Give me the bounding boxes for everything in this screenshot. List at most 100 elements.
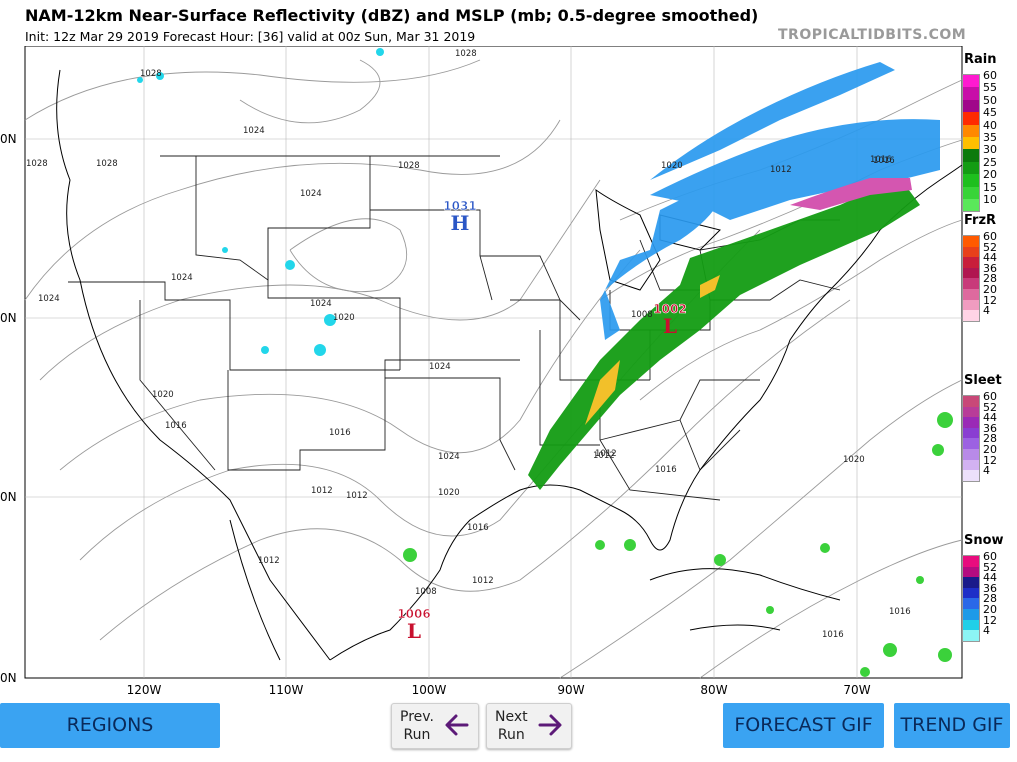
site-credit[interactable]: TROPICALTIDBITS.COM [778, 27, 967, 43]
legend-title: Sleet [964, 373, 1002, 388]
isobar-label: 1016 [655, 465, 677, 475]
legend-tick-label: 35 [983, 131, 997, 144]
legend-swatch [963, 427, 979, 439]
lat-label: 0N [0, 132, 17, 146]
lon-label: 110W [268, 683, 304, 697]
legend-tick-label: 4 [983, 304, 990, 318]
isobar-labels: 1028102410281024102410281024102010161016… [26, 49, 911, 640]
isobar-label: 1012 [258, 556, 280, 566]
legend-swatch [963, 246, 979, 258]
legend-tick-label: 50 [983, 93, 997, 107]
forecast-gif-button-label: FORECAST GIF [734, 714, 873, 736]
legend-tick-label: 28 [983, 272, 997, 286]
legend-tick-label: 44 [983, 571, 997, 585]
legend-swatch [963, 438, 979, 449]
arrow-left-icon [445, 714, 469, 736]
isobar-label: 1012 [311, 486, 333, 496]
legend-swatch [963, 236, 979, 247]
legend-tick-label: 25 [983, 155, 997, 169]
legend-title: FrzR [964, 213, 997, 228]
lon-label: 90W [557, 683, 585, 697]
legend-color-scale [962, 235, 980, 322]
isobar-label: 1016 [329, 428, 351, 438]
legend-swatch [963, 267, 979, 279]
legend-tick-label: 36 [983, 421, 997, 435]
isobar-label: 1008 [631, 310, 653, 320]
isobar-label: 1016 [467, 523, 489, 533]
pressure-center-letter: H [451, 211, 470, 235]
forecast-gif-button[interactable]: FORECAST GIF [723, 703, 884, 748]
legend-tick-label: 60 [983, 230, 997, 243]
legend-tick-label: 4 [983, 464, 990, 478]
isobar-label: 1016 [889, 607, 911, 617]
legend-tick-label: 44 [983, 251, 997, 265]
legend-tick-label: 12 [983, 453, 997, 467]
trend-gif-button-label: TREND GIF [900, 714, 1004, 736]
lon-label: 70W [843, 683, 871, 697]
legend-tick-label: 4 [983, 624, 990, 638]
legend-swatch [963, 288, 979, 300]
next-run-button[interactable]: Next Run [486, 703, 572, 749]
isobar-label: 1024 [38, 294, 60, 304]
precip-mix [790, 178, 912, 210]
isobar-label: 1020 [152, 390, 174, 400]
legend-swatch [963, 619, 979, 631]
isobar-label: 1016 [870, 155, 892, 165]
next-run-label-line1: Next [495, 709, 528, 725]
legend-swatch [963, 99, 979, 113]
isobar-label: 1012 [593, 451, 615, 461]
pressure-center-value: 1002 [653, 302, 686, 316]
legend-swatch [963, 406, 979, 418]
legend-tick-label: 12 [983, 293, 997, 307]
legend-color-scale [962, 395, 980, 482]
legend-swatch [963, 75, 979, 88]
legend-swatch [963, 587, 979, 599]
lon-label: 80W [700, 683, 728, 697]
prev-run-label-line2: Run [403, 727, 431, 743]
pressure-center-letter: L [663, 314, 677, 338]
isobar-label: 1024 [429, 362, 451, 372]
isobar-label: 1012 [595, 449, 617, 459]
legend-swatch [963, 417, 979, 428]
legend-swatch [963, 630, 979, 641]
legend-swatch [963, 149, 979, 162]
legend-tick-label: 52 [983, 240, 997, 254]
legend-swatch [963, 299, 979, 311]
isobar-label: 1020 [661, 161, 683, 171]
legend-tick-label: 15 [983, 180, 997, 194]
precip-rain-light [403, 412, 953, 677]
legend-swatch [963, 112, 979, 125]
lat-label: 0N [0, 490, 17, 504]
weather-map: 1028102410281024102410281024102010161016… [24, 46, 963, 679]
legend-swatch [963, 278, 979, 289]
isobar-label: 1028 [398, 161, 420, 171]
map-subtitle: Init: 12z Mar 29 2019 Forecast Hour: [36… [25, 29, 476, 44]
regions-button[interactable]: REGIONS [0, 703, 220, 748]
isobar-label: 1008 [415, 587, 437, 597]
legend-swatch [963, 459, 979, 471]
isobar-label: 1028 [455, 49, 477, 59]
precip-rain-heavy [585, 275, 720, 425]
precip-rain [528, 178, 920, 490]
legend-tick-label: 20 [983, 603, 997, 616]
legend-title: Rain [964, 52, 997, 67]
isobar-label: 1024 [243, 126, 265, 136]
legend-swatch [963, 448, 979, 460]
isobar-label: 1024 [171, 273, 193, 283]
legend-tick-label: 20 [983, 443, 997, 456]
prev-run-button[interactable]: Prev. Run [391, 703, 479, 749]
lon-label: 120W [126, 683, 162, 697]
isobar-label: 1024 [438, 452, 460, 462]
legend-tick-label: 20 [983, 283, 997, 296]
legend-swatch [963, 257, 979, 268]
legend-tick-label: 60 [983, 550, 997, 563]
legend-title: Snow [964, 533, 1004, 548]
legend-swatch [963, 598, 979, 609]
legend-swatch [963, 124, 979, 137]
legend-tick-label: 55 [983, 81, 997, 95]
isobar-label: 1012 [472, 576, 494, 586]
trend-gif-button[interactable]: TREND GIF [894, 703, 1010, 748]
legend-tick-label: 28 [983, 592, 997, 606]
isobar-label: 1024 [310, 299, 332, 309]
